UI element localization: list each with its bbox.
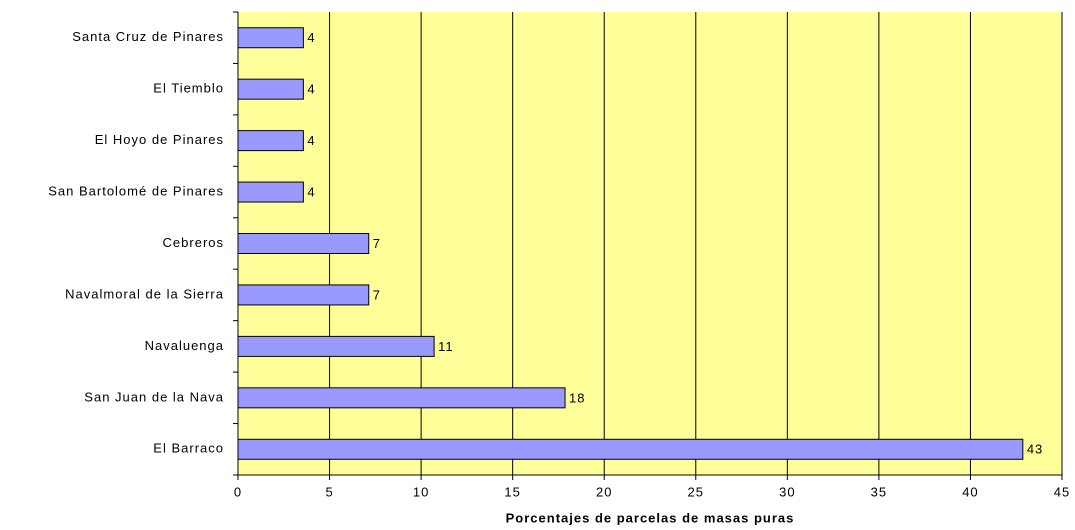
x-tick-label: 25 bbox=[688, 484, 704, 499]
x-tick-label: 20 bbox=[596, 484, 612, 499]
y-tick-label: Navalmoral de la Sierra bbox=[65, 286, 224, 301]
data-label: 4 bbox=[307, 184, 315, 199]
data-label: 4 bbox=[307, 82, 315, 97]
data-label: 18 bbox=[569, 390, 585, 405]
bar bbox=[237, 181, 304, 203]
x-tick-label: 10 bbox=[413, 484, 429, 499]
x-tick-label: 5 bbox=[325, 484, 333, 499]
y-tick-label: El Hoyo de Pinares bbox=[95, 132, 224, 147]
x-tick-label: 45 bbox=[1054, 484, 1070, 499]
bar bbox=[237, 78, 304, 100]
data-label: 11 bbox=[438, 339, 454, 354]
bar bbox=[237, 438, 1024, 460]
bar bbox=[237, 27, 304, 49]
x-tick-label: 40 bbox=[962, 484, 978, 499]
x-tick-label: 0 bbox=[234, 484, 242, 499]
y-tick-label: Santa Cruz de Pinares bbox=[72, 29, 224, 44]
y-tick-label: El Tiemblo bbox=[153, 81, 224, 96]
x-tick-label: 30 bbox=[779, 484, 795, 499]
x-tick-label: 35 bbox=[871, 484, 887, 499]
data-label: 7 bbox=[373, 287, 381, 302]
data-label: 4 bbox=[307, 133, 315, 148]
bar bbox=[237, 233, 370, 254]
data-label: 43 bbox=[1027, 442, 1043, 457]
bar bbox=[237, 387, 566, 409]
bar bbox=[237, 130, 304, 152]
y-tick-label: San Bartolomé de Pinares bbox=[48, 183, 224, 198]
x-axis-title: Porcentajes de parcelas de masas puras bbox=[506, 510, 795, 525]
data-label: 4 bbox=[307, 30, 315, 45]
x-tick-label: 15 bbox=[504, 484, 520, 499]
bar bbox=[237, 284, 370, 306]
data-label: 7 bbox=[373, 236, 381, 251]
y-tick-label: Cebreros bbox=[163, 235, 224, 250]
y-tick-label: Navaluenga bbox=[145, 338, 224, 353]
y-tick-label: San Juan de la Nava bbox=[84, 389, 224, 404]
bar bbox=[237, 335, 435, 357]
y-tick-label: El Barraco bbox=[153, 441, 224, 456]
